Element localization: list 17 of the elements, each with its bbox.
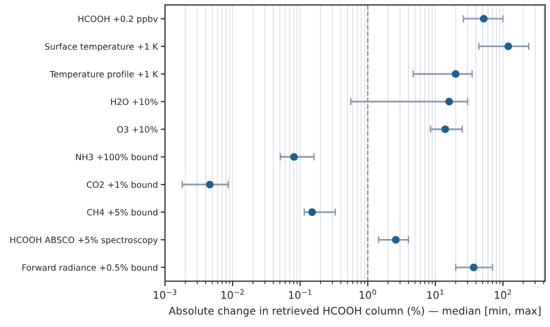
y-tick-label: HCOOH ABSCO +5% spectroscopy	[10, 236, 158, 245]
x-tick-label: 10$^{−1}$	[289, 289, 312, 299]
y-tick-label: CO2 +1% bound	[86, 181, 158, 188]
y-tick-label: O3 +10%	[117, 126, 158, 133]
x-axis-title: Absolute change in retrieved HCOOH column (%) — median [min, max]	[168, 306, 540, 317]
y-tick-label: HCOOH +0.2 ppbv	[78, 15, 158, 24]
x-tick-label: 10$^{−2}$	[221, 289, 244, 299]
x-tick-label: 10$^{2}$	[494, 289, 512, 299]
y-tick-label: H2O +10%	[111, 98, 158, 106]
x-tick-label: 10$^{1}$	[427, 289, 444, 299]
y-tick-label: Surface temperature +1 K	[45, 43, 158, 52]
x-tick-label: 10$^{0}$	[360, 289, 376, 299]
y-tick-label: Forward radiance +0.5% bound	[22, 264, 158, 271]
y-tick-label: CH4 +5% bound	[87, 208, 158, 216]
x-tick-label: 10$^{−3}$	[154, 289, 176, 299]
y-tick-label: NH3 +100% bound	[76, 154, 158, 160]
y-tick-label: Temperature profile +1 K	[50, 70, 158, 80]
